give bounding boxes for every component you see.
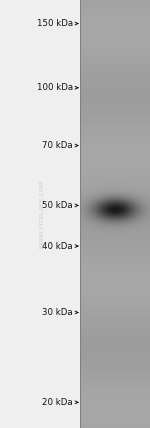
Text: 70 kDa: 70 kDa [42, 141, 73, 150]
Text: 100 kDa: 100 kDa [37, 83, 73, 92]
Text: 30 kDa: 30 kDa [42, 308, 73, 317]
Text: 40 kDa: 40 kDa [42, 241, 73, 251]
Text: 150 kDa: 150 kDa [37, 19, 73, 28]
Text: 20 kDa: 20 kDa [42, 398, 73, 407]
Text: WWW.FITGLAEE.COM: WWW.FITGLAEE.COM [39, 179, 45, 249]
Text: 50 kDa: 50 kDa [42, 201, 73, 210]
